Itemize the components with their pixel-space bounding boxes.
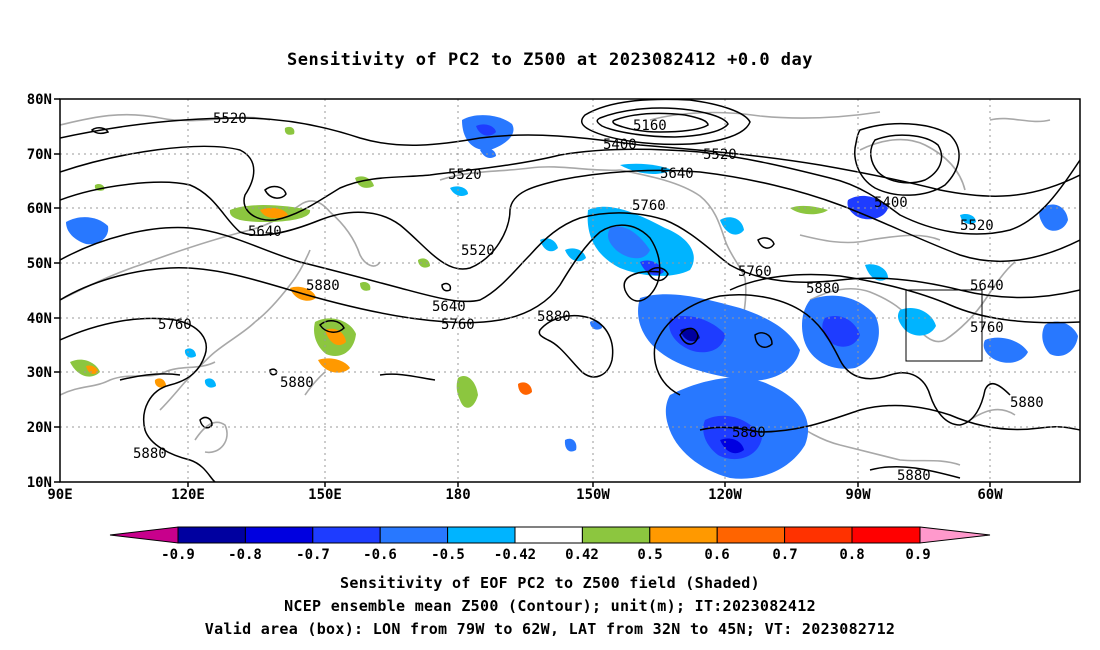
lat-ticks xyxy=(54,98,60,483)
lat-axis: 80N 70N 60N 50N 40N 30N 20N 10N xyxy=(27,92,52,491)
contour-label: 5760 xyxy=(632,198,666,214)
colorbar-label: 0.7 xyxy=(772,547,797,563)
colorbar-segment xyxy=(649,526,718,544)
colorbar-segment xyxy=(851,526,921,544)
contour-label: 5400 xyxy=(874,195,908,211)
plot-frame xyxy=(59,98,1081,483)
colorbar-segment xyxy=(581,526,651,544)
lat-tick-label: 70N xyxy=(27,147,52,163)
caption-valid-area: Valid area (box): LON from 79W to 62W, L… xyxy=(204,620,896,638)
colorbar-segment xyxy=(312,526,381,544)
valid-area-box xyxy=(905,289,983,362)
colorbar-label: 0.8 xyxy=(839,547,864,563)
colorbar-label: -0.5 xyxy=(431,547,465,563)
colorbar-high-arrow xyxy=(919,526,991,544)
colorbar-segment xyxy=(244,526,314,544)
contour-label: 5160 xyxy=(633,118,667,134)
lon-tick-label: 150W xyxy=(576,487,610,503)
colorbar-label: -0.42 xyxy=(494,547,536,563)
colorbar-segment xyxy=(379,526,449,544)
caption-contour: NCEP ensemble mean Z500 (Contour); unit(… xyxy=(284,597,816,615)
contour-label: 5520 xyxy=(213,111,247,127)
lon-ticks xyxy=(187,482,991,487)
grid-lines xyxy=(60,99,1080,482)
contour-label: 5880 xyxy=(897,468,931,484)
colorbar-segment xyxy=(447,526,516,544)
contour-label: 5520 xyxy=(960,218,994,234)
contour-label-group: 5160 5400 5520 5520 5520 5520 5640 5640 … xyxy=(133,111,1044,484)
lon-tick-label: 90W xyxy=(845,487,871,503)
contour-label: 5880 xyxy=(537,309,571,325)
contour-label: 5880 xyxy=(732,425,766,441)
lat-tick-label: 40N xyxy=(27,311,52,327)
contour-label: 5640 xyxy=(248,224,282,240)
colorbar-segment xyxy=(514,526,583,544)
contour-label: 5880 xyxy=(280,375,314,391)
contour-label: 5760 xyxy=(738,264,772,280)
colorbar-labels: -0.9 -0.8 -0.7 -0.6 -0.5 -0.42 0.42 0.5 … xyxy=(161,547,931,563)
colorbar-low-arrow xyxy=(109,526,179,544)
colorbar-label: -0.9 xyxy=(161,547,195,563)
colorbar-label: -0.8 xyxy=(228,547,262,563)
colorbar-segment xyxy=(716,526,786,544)
colorbar-label: 0.9 xyxy=(905,547,930,563)
lon-tick-label: 120E xyxy=(171,487,205,503)
contour-label: 5520 xyxy=(703,147,737,163)
lon-tick-label: 180 xyxy=(445,487,470,503)
contour-label: 5760 xyxy=(970,320,1004,336)
lat-tick-label: 30N xyxy=(27,365,52,381)
contour-label: 5520 xyxy=(461,243,495,259)
map-title: Sensitivity of PC2 to Z500 at 2023082412… xyxy=(286,50,813,70)
caption-shaded: Sensitivity of EOF PC2 to Z500 field (Sh… xyxy=(340,574,760,592)
colorbar-label: 0.6 xyxy=(704,547,729,563)
contour-label: 5760 xyxy=(158,317,192,333)
contour-label: 5400 xyxy=(603,137,637,153)
contour-label: 5880 xyxy=(1010,395,1044,411)
lat-tick-label: 50N xyxy=(27,256,52,272)
lat-tick-label: 20N xyxy=(27,420,52,436)
contour-label: 5880 xyxy=(133,446,167,462)
lat-tick-label: 80N xyxy=(27,92,52,108)
lon-axis: 90E 120E 150E 180 150W 120W 90W 60W xyxy=(47,487,1003,503)
contour-label: 5640 xyxy=(432,299,466,315)
colorbar-label: -0.7 xyxy=(296,547,330,563)
contour-label: 5640 xyxy=(660,166,694,182)
z500-contours xyxy=(60,99,1080,482)
contour-label: 5880 xyxy=(806,281,840,297)
contour-label: 5880 xyxy=(306,278,340,294)
contour-label: 5760 xyxy=(441,317,475,333)
colorbar-segment xyxy=(177,526,246,544)
colorbar-segment xyxy=(784,526,853,544)
lon-tick-label: 120W xyxy=(708,487,742,503)
colorbar xyxy=(109,526,991,544)
lat-tick-label: 60N xyxy=(27,201,52,217)
colorbar-label: 0.42 xyxy=(565,547,599,563)
lat-tick-label: 10N xyxy=(27,475,52,491)
colorbar-label: -0.6 xyxy=(363,547,397,563)
contour-label: 5520 xyxy=(448,167,482,183)
colorbar-label: 0.5 xyxy=(637,547,662,563)
lon-tick-label: 60W xyxy=(977,487,1003,503)
lon-tick-label: 150E xyxy=(308,487,342,503)
lon-tick-label: 90E xyxy=(47,487,72,503)
contour-label: 5640 xyxy=(970,278,1004,294)
